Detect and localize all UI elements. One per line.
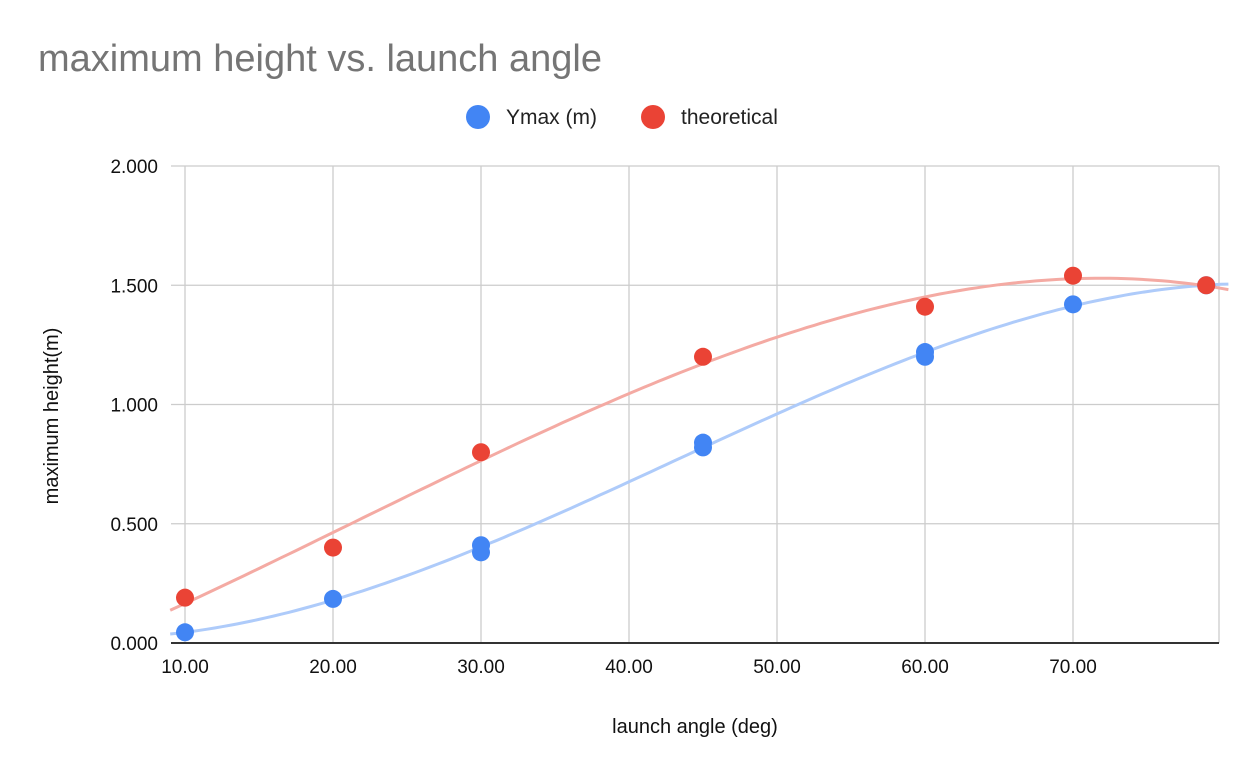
y-tick-label: 0.000 (110, 634, 158, 655)
x-tick-label: 60.00 (901, 657, 949, 678)
y-tick-label: 2.000 (110, 157, 158, 178)
data-point-theoretical (1197, 276, 1216, 295)
x-axis-tick-labels: 10.00 20.00 30.00 40.00 50.00 60.00 70.00 (161, 657, 1097, 678)
data-point-ymax (472, 543, 490, 562)
data-points (176, 266, 1216, 642)
y-tick-label: 1.000 (110, 396, 158, 417)
y-axis-tick-labels: 0.000 0.500 1.000 1.500 2.000 (110, 157, 158, 655)
x-tick-label: 40.00 (605, 657, 653, 678)
gridlines (171, 165, 1220, 643)
legend-marker-ymax (466, 105, 490, 129)
x-tick-label: 20.00 (309, 657, 357, 678)
x-tick-label: 70.00 (1049, 657, 1097, 678)
data-point-theoretical (916, 297, 934, 316)
y-tick-label: 0.500 (110, 515, 158, 536)
data-point-theoretical (324, 538, 342, 557)
data-point-ymax (176, 623, 194, 642)
data-point-ymax (694, 438, 712, 457)
x-tick-label: 10.00 (161, 657, 209, 678)
legend: Ymax (m) theoretical (466, 105, 778, 129)
trendline-ymax (170, 282, 1229, 636)
y-axis-title: maximum height(m) (41, 328, 63, 505)
legend-marker-theoretical (641, 105, 665, 129)
trendline-theoretical (169, 276, 1229, 612)
data-point-theoretical (694, 347, 712, 366)
data-point-ymax (1064, 295, 1082, 314)
data-point-ymax (324, 589, 342, 608)
y-tick-label: 1.500 (110, 276, 158, 297)
x-tick-label: 50.00 (753, 657, 801, 678)
x-tick-label: 30.00 (457, 657, 505, 678)
data-point-theoretical (176, 588, 194, 607)
data-point-theoretical (472, 443, 490, 462)
chart-title: maximum height vs. launch angle (38, 38, 602, 80)
data-point-theoretical (1064, 266, 1082, 285)
data-point-ymax (916, 347, 934, 366)
legend-label-theoretical: theoretical (681, 106, 778, 129)
trendlines (169, 276, 1229, 636)
x-axis-title: launch angle (deg) (612, 716, 778, 738)
legend-label-ymax: Ymax (m) (506, 106, 597, 129)
